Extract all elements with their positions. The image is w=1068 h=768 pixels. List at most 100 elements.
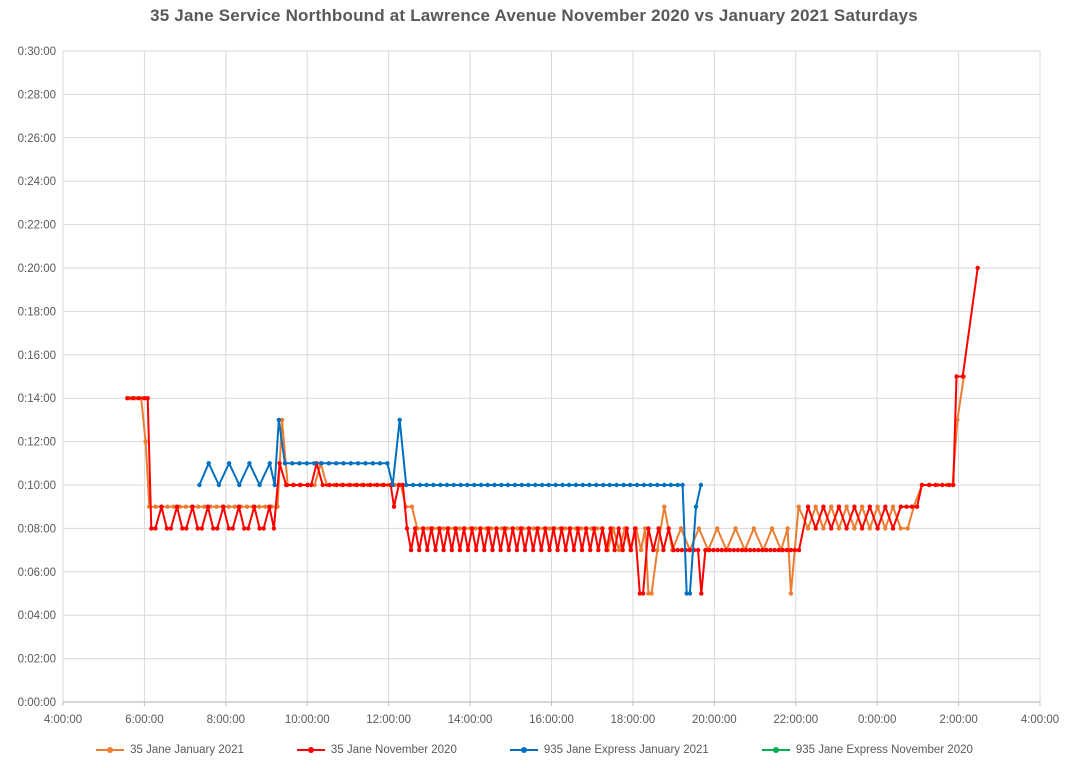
data-point-marker (408, 547, 414, 553)
y-tick-label: 0:24:00 (18, 176, 56, 188)
data-point-marker (836, 526, 842, 531)
data-point-marker (257, 482, 262, 488)
x-tick-label: 4:00:00 (44, 714, 82, 726)
data-point-marker (612, 547, 617, 553)
x-tick-label: 4:00:00 (1021, 714, 1059, 726)
data-point-marker (195, 526, 200, 531)
data-point-marker (680, 482, 685, 488)
data-point-marker (539, 547, 544, 553)
data-point-marker (535, 526, 540, 531)
data-point-marker (515, 526, 520, 531)
data-point-marker (587, 482, 592, 488)
data-point-marker (553, 482, 558, 488)
data-point-marker (526, 482, 531, 488)
data-point-marker (171, 504, 176, 509)
data-point-marker (926, 482, 932, 488)
data-point-marker (457, 547, 463, 553)
data-point-marker (898, 504, 903, 509)
data-point-marker (145, 396, 150, 401)
data-point-marker (396, 482, 401, 488)
data-point-marker (784, 547, 789, 553)
x-tick-label: 14:00:00 (448, 714, 493, 726)
data-point-marker (519, 482, 524, 488)
data-point-marker (890, 526, 896, 531)
data-point-marker (852, 526, 857, 531)
data-point-marker (297, 461, 302, 466)
data-point-marker (494, 526, 499, 531)
data-point-marker (319, 461, 324, 466)
data-point-marker (890, 504, 896, 509)
data-point-marker (642, 526, 648, 531)
data-point-marker (604, 547, 609, 553)
data-point-marker (431, 482, 436, 488)
data-point-marker (400, 482, 406, 488)
data-point-marker (355, 461, 361, 466)
data-point-marker (149, 526, 154, 531)
legend-item-935-jane-express-november-2020: 935 Jane Express November 2020 (761, 744, 973, 756)
data-point-marker (624, 526, 629, 531)
data-point-marker (385, 461, 390, 466)
y-tick-label: 0:26:00 (18, 133, 56, 145)
data-point-marker (646, 526, 651, 531)
data-point-marker (327, 482, 332, 488)
data-point-marker (153, 526, 158, 531)
data-point-marker (551, 526, 556, 531)
data-point-marker (276, 417, 281, 423)
data-point-marker (699, 591, 704, 596)
data-point-marker (748, 547, 753, 553)
legend-marker-dot (772, 747, 779, 753)
data-point-marker (883, 526, 888, 531)
data-point-marker (159, 504, 164, 509)
legend-line-marker-icon (509, 747, 538, 753)
chart-title: 35 Jane Service Northbound at Lawrence A… (150, 6, 918, 25)
data-point-marker (444, 482, 450, 488)
data-point-marker (354, 482, 360, 488)
data-point-marker (531, 547, 536, 553)
y-tick-label: 0:02:00 (18, 654, 56, 666)
data-point-marker (458, 482, 463, 488)
data-point-marker (707, 547, 712, 553)
data-point-marker (829, 526, 834, 531)
data-point-marker (409, 504, 415, 509)
data-point-marker (261, 526, 266, 531)
x-tick-label: 16:00:00 (529, 714, 574, 726)
data-point-marker (429, 526, 434, 531)
data-point-marker (441, 526, 446, 531)
data-point-marker (867, 504, 872, 509)
data-point-marker (739, 547, 745, 553)
data-point-marker (478, 482, 484, 488)
data-point-marker (752, 547, 757, 553)
data-point-marker (377, 461, 383, 466)
data-point-marker (668, 482, 673, 488)
data-point-marker (236, 504, 242, 509)
data-point-marker (563, 526, 568, 531)
data-point-marker (655, 482, 660, 488)
data-point-marker (684, 591, 689, 596)
data-point-marker (575, 526, 581, 531)
data-point-marker (559, 526, 564, 531)
data-point-marker (164, 526, 169, 531)
data-point-marker (711, 547, 716, 553)
data-point-marker (412, 526, 418, 531)
data-point-marker (267, 504, 272, 509)
data-point-marker (600, 526, 605, 531)
data-point-marker (760, 547, 765, 553)
legend-item-35-jane-november-2020: 35 Jane November 2020 (296, 744, 457, 756)
data-point-marker (904, 504, 909, 509)
x-tick-label: 10:00:00 (285, 714, 330, 726)
data-point-marker (221, 504, 226, 509)
legend-label: 35 Jane November 2020 (330, 744, 457, 756)
data-point-marker (368, 482, 373, 488)
data-point-marker (796, 547, 802, 553)
data-point-marker (267, 461, 272, 466)
data-point-marker (305, 482, 310, 488)
data-point-marker (469, 526, 475, 531)
y-tick-label: 0:04:00 (18, 610, 56, 622)
data-point-marker (143, 439, 148, 444)
data-point-marker (649, 591, 654, 596)
legend-line-marker-icon (96, 747, 125, 753)
data-point-marker (607, 482, 612, 488)
data-point-marker (473, 526, 478, 531)
data-point-marker (279, 417, 285, 423)
data-point-marker (498, 547, 503, 553)
